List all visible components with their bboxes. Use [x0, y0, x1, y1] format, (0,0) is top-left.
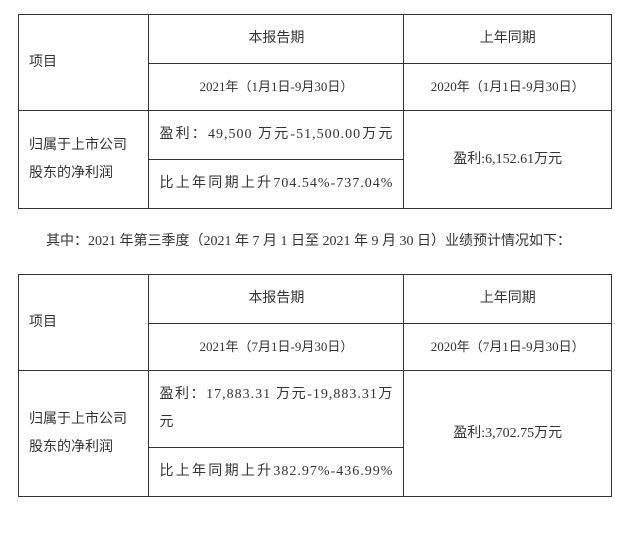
t1-subheader-current: 2021年（1月1日-9月30日） — [149, 64, 404, 111]
t2-subheader-prev: 2020年（7月1日-9月30日） — [404, 324, 612, 371]
t1-subheader-prev: 2020年（1月1日-9月30日） — [404, 64, 612, 111]
t2-header-current: 本报告期 — [149, 275, 404, 324]
t2-prev-profit: 盈利:3,702.75万元 — [404, 371, 612, 497]
t2-current-change: 比上年同期上升382.97%-436.99% — [149, 448, 404, 497]
t1-header-item: 项目 — [19, 15, 149, 111]
middle-paragraph: 其中：2021 年第三季度（2021 年 7 月 1 日至 2021 年 9 月… — [18, 227, 612, 256]
table-period-full: 项目 本报告期 上年同期 2021年（1月1日-9月30日） 2020年（1月1… — [18, 14, 612, 209]
t2-subheader-current: 2021年（7月1日-9月30日） — [149, 324, 404, 371]
t1-current-change: 比上年同期上升704.54%-737.04% — [149, 160, 404, 209]
t2-header-prev: 上年同期 — [404, 275, 612, 324]
t2-current-profit: 盈利：17,883.31 万元-19,883.31万元 — [149, 371, 404, 448]
t1-row-label: 归属于上市公司股东的净利润 — [19, 111, 149, 209]
t2-header-item: 项目 — [19, 275, 149, 371]
t2-row-label: 归属于上市公司股东的净利润 — [19, 371, 149, 497]
t1-header-prev: 上年同期 — [404, 15, 612, 64]
t1-prev-profit: 盈利:6,152.61万元 — [404, 111, 612, 209]
t1-current-profit: 盈利：49,500 万元-51,500.00万元 — [149, 111, 404, 160]
table-period-q3: 项目 本报告期 上年同期 2021年（7月1日-9月30日） 2020年（7月1… — [18, 274, 612, 497]
t1-header-current: 本报告期 — [149, 15, 404, 64]
